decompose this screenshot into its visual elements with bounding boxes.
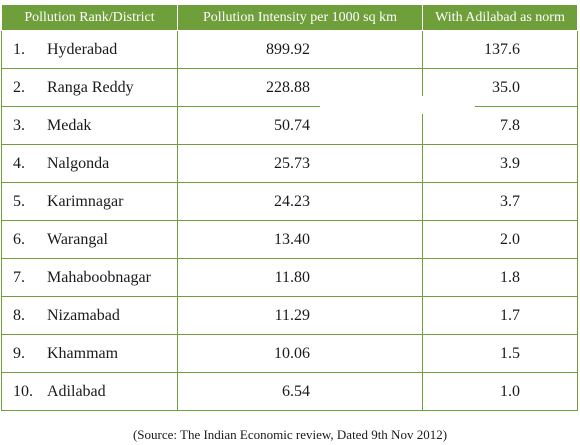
rank-number: 7. [13, 268, 25, 286]
table-row: 3. Medak 50.74 7.8 [1, 106, 578, 145]
intensity-cell: 24.23 [177, 182, 423, 221]
table-row: 6. Warangal 13.40 2.0 [1, 220, 578, 259]
rank-number: 5. [13, 192, 25, 210]
table-row: 10. Adilabad 6.54 1.0 [1, 372, 578, 411]
header-rank-district: Pollution Rank/District [1, 4, 178, 31]
district-name: Ranga Reddy [47, 78, 134, 96]
rank-number: 4. [13, 154, 25, 172]
rank-number: 2. [13, 78, 25, 96]
table-row: 5. Karimnagar 24.23 3.7 [1, 182, 578, 221]
rank-district-cell: 2. Ranga Reddy [1, 68, 178, 107]
district-name: Hyderabad [47, 40, 118, 58]
norm-cell: 3.7 [422, 182, 578, 221]
intensity-cell: 10.06 [177, 334, 423, 373]
rank-number: 6. [13, 230, 25, 248]
pollution-table: Pollution Rank/District Pollution Intens… [1, 4, 578, 411]
district-name: Warangal [47, 230, 108, 248]
table-row: 7. Mahaboobnagar 11.80 1.8 [1, 258, 578, 297]
rank-district-cell: 5. Karimnagar [1, 182, 178, 221]
intensity-cell: 25.73 [177, 144, 423, 183]
norm-cell: 2.0 [422, 220, 578, 259]
district-name: Nizamabad [47, 306, 120, 324]
intensity-cell: 11.80 [177, 258, 423, 297]
header-pollution-intensity: Pollution Intensity per 1000 sq km [177, 4, 423, 31]
rank-district-cell: 10. Adilabad [1, 372, 178, 411]
norm-cell: 35.0 [422, 68, 578, 107]
intensity-cell: 13.40 [177, 220, 423, 259]
rank-district-cell: 8. Nizamabad [1, 296, 178, 335]
table-row: 8. Nizamabad 11.29 1.7 [1, 296, 578, 335]
intensity-cell: 6.54 [177, 372, 423, 411]
rank-number: 10. [13, 382, 33, 400]
table-row: 2. Ranga Reddy 228.88 35.0 [1, 68, 578, 107]
table-row: 1. Hyderabad 899.92 137.6 [1, 30, 578, 69]
district-name: Nalgonda [47, 154, 110, 172]
district-name: Medak [47, 116, 92, 134]
norm-cell: 1.5 [422, 334, 578, 373]
rank-district-cell: 9. Khammam [1, 334, 178, 373]
table-row: 4. Nalgonda 25.73 3.9 [1, 144, 578, 183]
district-name: Adilabad [47, 382, 106, 400]
district-name: Khammam [47, 344, 119, 362]
intensity-cell: 11.29 [177, 296, 423, 335]
rank-district-cell: 7. Mahaboobnagar [1, 258, 178, 297]
rank-number: 3. [13, 116, 25, 134]
rank-number: 8. [13, 306, 25, 324]
norm-cell: 137.6 [422, 30, 578, 69]
district-name: Mahaboobnagar [47, 268, 151, 286]
norm-cell: 3.9 [422, 144, 578, 183]
norm-cell: 1.7 [422, 296, 578, 335]
rank-district-cell: 3. Medak [1, 106, 178, 145]
rank-number: 1. [13, 40, 25, 58]
district-name: Karimnagar [47, 192, 124, 210]
intensity-cell: 899.92 [177, 30, 423, 69]
redaction-box [320, 96, 475, 114]
rank-number: 9. [13, 344, 25, 362]
header-adilabad-norm: With Adilabad as norm [422, 4, 578, 31]
header-row: Pollution Rank/District Pollution Intens… [1, 4, 578, 31]
rank-district-cell: 1. Hyderabad [1, 30, 178, 69]
source-caption: (Source: The Indian Economic review, Dat… [132, 427, 448, 442]
norm-cell: 1.8 [422, 258, 578, 297]
rank-district-cell: 4. Nalgonda [1, 144, 178, 183]
rank-district-cell: 6. Warangal [1, 220, 178, 259]
norm-cell: 1.0 [422, 372, 578, 411]
table-row: 9. Khammam 10.06 1.5 [1, 334, 578, 373]
